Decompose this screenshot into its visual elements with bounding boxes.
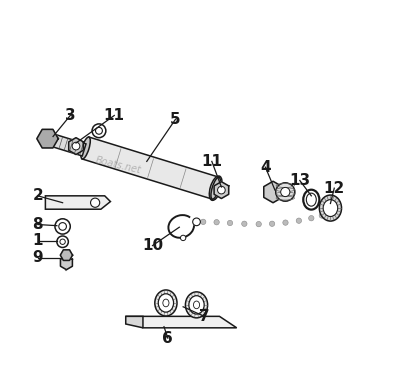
Polygon shape: [126, 316, 143, 328]
Polygon shape: [126, 316, 237, 328]
Text: 3: 3: [65, 108, 76, 123]
Text: 13: 13: [289, 173, 310, 188]
Circle shape: [256, 222, 261, 227]
Text: 1: 1: [32, 233, 43, 248]
Text: 6: 6: [163, 331, 173, 346]
Ellipse shape: [193, 301, 200, 309]
Polygon shape: [37, 129, 58, 148]
Circle shape: [55, 219, 70, 234]
Text: 11: 11: [201, 154, 222, 169]
Polygon shape: [60, 250, 72, 260]
Polygon shape: [214, 182, 229, 199]
Polygon shape: [51, 134, 86, 156]
Ellipse shape: [189, 296, 204, 314]
Ellipse shape: [303, 190, 319, 210]
Ellipse shape: [158, 294, 173, 312]
Text: Boats.net: Boats.net: [94, 155, 142, 175]
Circle shape: [60, 239, 65, 245]
Text: 7: 7: [199, 309, 210, 324]
Polygon shape: [69, 138, 83, 154]
Text: 4: 4: [260, 160, 271, 175]
Ellipse shape: [163, 299, 169, 307]
Circle shape: [181, 235, 186, 241]
Circle shape: [201, 219, 206, 225]
Text: 10: 10: [142, 238, 163, 253]
Ellipse shape: [323, 200, 338, 217]
Polygon shape: [45, 196, 110, 209]
Circle shape: [214, 220, 219, 225]
Circle shape: [319, 213, 324, 218]
Ellipse shape: [306, 193, 316, 206]
Ellipse shape: [81, 137, 90, 159]
Circle shape: [91, 198, 100, 207]
Polygon shape: [82, 137, 219, 199]
Circle shape: [296, 218, 302, 223]
Text: 9: 9: [32, 250, 43, 265]
Text: 2: 2: [32, 188, 43, 203]
Circle shape: [92, 124, 106, 138]
Ellipse shape: [186, 292, 208, 318]
Text: 12: 12: [324, 181, 345, 196]
Circle shape: [270, 221, 275, 227]
Circle shape: [218, 186, 225, 194]
Text: 5: 5: [170, 112, 181, 127]
Circle shape: [193, 218, 201, 226]
Circle shape: [309, 215, 314, 221]
Circle shape: [57, 236, 68, 247]
Polygon shape: [264, 181, 282, 203]
Ellipse shape: [276, 183, 295, 201]
Circle shape: [59, 223, 67, 230]
Ellipse shape: [211, 177, 220, 199]
Ellipse shape: [155, 290, 177, 316]
Ellipse shape: [319, 195, 342, 221]
Circle shape: [281, 187, 290, 197]
Circle shape: [72, 142, 80, 150]
Circle shape: [283, 220, 288, 225]
Circle shape: [227, 220, 233, 226]
Polygon shape: [60, 256, 72, 270]
Text: 11: 11: [104, 108, 125, 123]
Circle shape: [96, 127, 102, 134]
Circle shape: [242, 221, 247, 227]
Text: 8: 8: [32, 217, 43, 232]
